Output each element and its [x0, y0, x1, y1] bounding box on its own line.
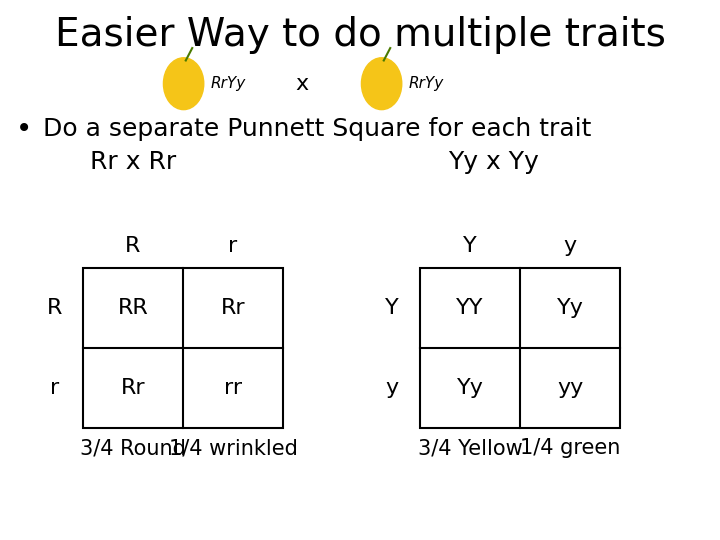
Text: y: y: [564, 235, 577, 255]
Text: YY: YY: [456, 298, 484, 318]
Text: 1/4 green: 1/4 green: [520, 438, 620, 458]
Text: r: r: [50, 378, 60, 398]
Text: Do a separate Punnett Square for each trait: Do a separate Punnett Square for each tr…: [43, 117, 592, 140]
Text: Rr x Rr: Rr x Rr: [90, 150, 176, 174]
Text: 3/4 Round: 3/4 Round: [80, 438, 186, 458]
Bar: [83, 268, 283, 428]
Text: R: R: [48, 298, 63, 318]
Text: r: r: [228, 235, 238, 255]
Text: •: •: [16, 114, 32, 143]
Text: Rr: Rr: [121, 378, 145, 398]
Text: rr: rr: [224, 378, 242, 398]
Text: Yy: Yy: [456, 378, 483, 398]
Text: RrYy: RrYy: [409, 76, 444, 91]
Text: R: R: [125, 235, 140, 255]
Text: Yy x Yy: Yy x Yy: [448, 150, 539, 174]
Text: Y: Y: [385, 298, 399, 318]
Ellipse shape: [361, 58, 402, 110]
Text: yy: yy: [557, 378, 583, 398]
Text: RR: RR: [117, 298, 148, 318]
Bar: [420, 268, 620, 428]
Text: Rr: Rr: [221, 298, 246, 318]
Text: y: y: [385, 378, 399, 398]
Text: x: x: [296, 73, 309, 94]
Text: 1/4 wrinkled: 1/4 wrinkled: [168, 438, 297, 458]
Text: Y: Y: [463, 235, 477, 255]
Text: Yy: Yy: [557, 298, 583, 318]
Text: RrYy: RrYy: [211, 76, 246, 91]
Ellipse shape: [163, 58, 204, 110]
Text: Easier Way to do multiple traits: Easier Way to do multiple traits: [55, 16, 665, 54]
Text: 3/4 Yellow: 3/4 Yellow: [418, 438, 523, 458]
